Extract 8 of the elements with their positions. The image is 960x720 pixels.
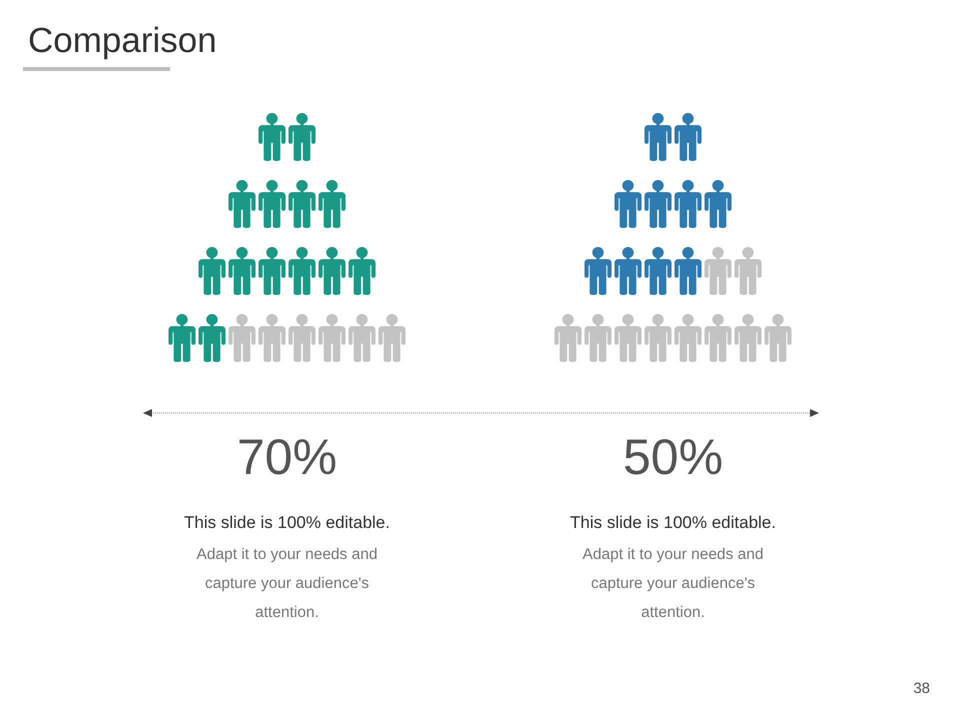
text: This slide is 100% editable. <box>568 512 777 534</box>
text: Comparison <box>28 21 217 60</box>
text: Adapt it to your needs and capture your audience's attention. <box>582 545 764 623</box>
data-label: 50% <box>622 429 724 485</box>
text: This slide is 100% editable. <box>182 512 391 534</box>
text: Adapt it to your needs and capture your audience's attention. <box>196 545 378 623</box>
data-label: 70% <box>236 429 338 485</box>
text: 38 <box>913 680 930 697</box>
